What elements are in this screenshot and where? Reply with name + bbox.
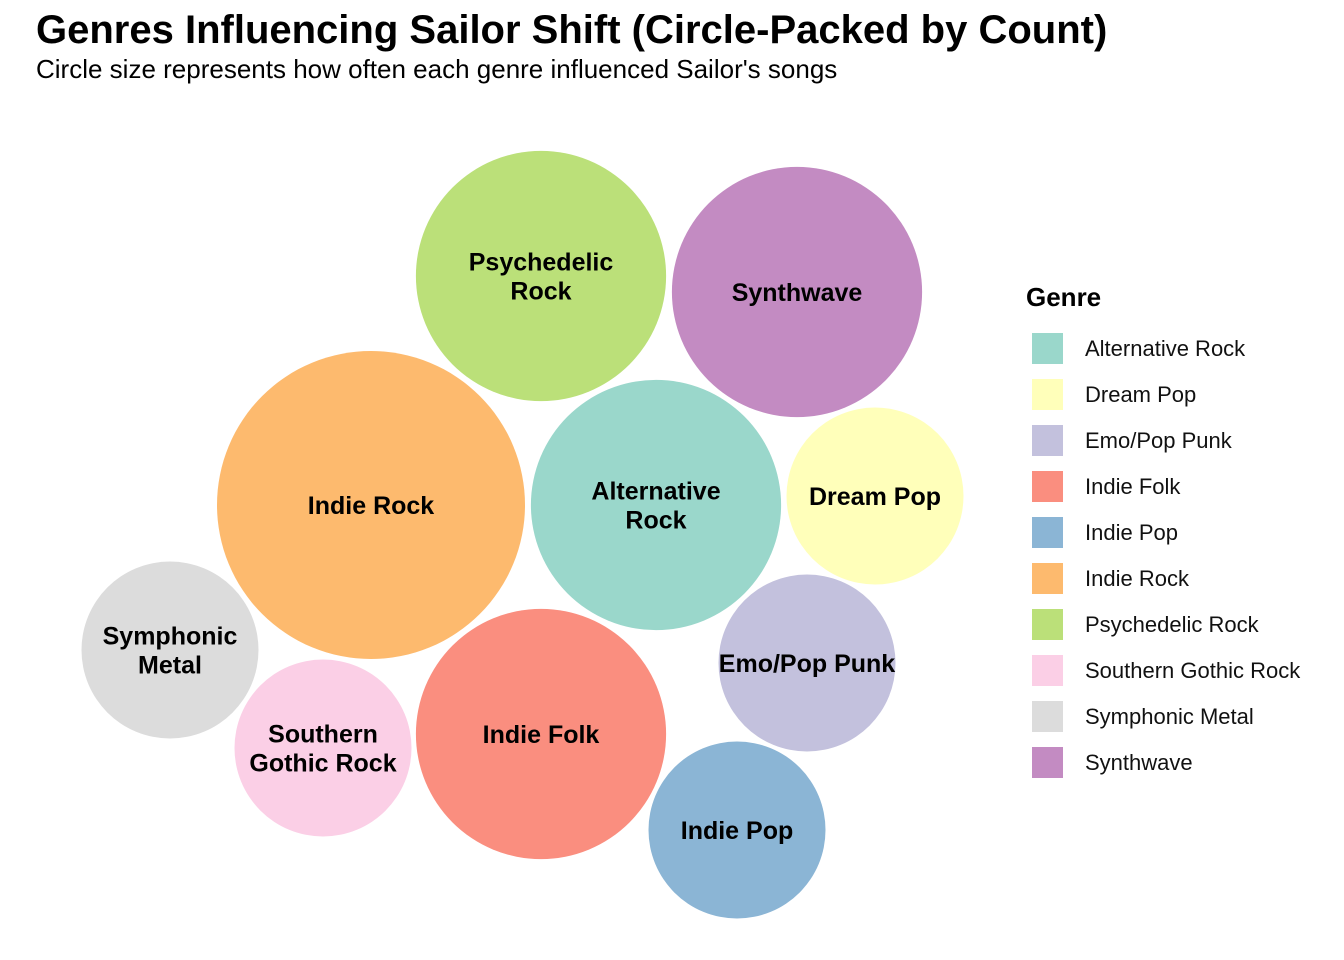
bubble-label: Rock	[625, 507, 686, 535]
bubble-label: Indie Folk	[483, 721, 600, 749]
bubble-label: Dream Pop	[809, 483, 941, 511]
legend-label: Southern Gothic Rock	[1085, 658, 1301, 683]
legend-swatch	[1032, 747, 1063, 778]
legend-title: Genre	[1026, 282, 1102, 312]
legend-item: Indie Folk	[1026, 471, 1180, 517]
legend-item: Dream Pop	[1026, 379, 1196, 425]
bubble-circle	[530, 379, 782, 631]
bubble-label: Indie Pop	[681, 817, 794, 845]
bubble-label: Metal	[138, 652, 202, 680]
legend-label: Indie Pop	[1085, 520, 1178, 545]
legend-swatch	[1032, 701, 1063, 732]
bubble-indie-folk: Indie Folk	[415, 608, 667, 860]
bubble-label: Symphonic	[103, 623, 238, 651]
legend-item: Indie Rock	[1026, 563, 1189, 609]
bubble-label: Emo/Pop Punk	[719, 650, 896, 678]
legend-label: Indie Folk	[1085, 474, 1181, 499]
bubble-dream-pop: Dream Pop	[786, 407, 964, 585]
legend-item: Emo/Pop Punk	[1026, 425, 1232, 471]
bubble-circle	[786, 407, 964, 585]
bubble-circle	[81, 561, 259, 739]
legend-item: Indie Pop	[1026, 517, 1178, 563]
bubble-label: Indie Rock	[308, 492, 435, 520]
bubble-label: Rock	[510, 278, 571, 306]
legend-swatch	[1032, 379, 1063, 410]
legend-swatch	[1032, 517, 1063, 548]
legend-swatch	[1032, 425, 1063, 456]
bubble-label: Psychedelic	[469, 249, 614, 277]
legend-label: Emo/Pop Punk	[1085, 428, 1232, 453]
bubble-emo-pop-punk: Emo/Pop Punk	[718, 574, 896, 752]
legend-label: Dream Pop	[1085, 382, 1197, 407]
legend-label: Synthwave	[1085, 750, 1193, 775]
legend-item: Synthwave	[1026, 747, 1193, 793]
bubble-synthwave: Synthwave	[671, 166, 923, 418]
legend-swatch	[1032, 471, 1063, 502]
legend-items: Alternative Rock Dream Pop Emo/Pop Punk Ind…	[1026, 333, 1300, 793]
bubble-circle	[718, 574, 896, 752]
bubble-circle	[648, 741, 826, 919]
chart-title: Genres Influencing Sailor Shift (Circle-…	[36, 8, 1108, 52]
bubble-circle	[415, 150, 667, 402]
bubble-circle	[671, 166, 923, 418]
chart-subtitle: Circle size represents how often each ge…	[36, 54, 838, 84]
legend-label: Psychedelic Rock	[1085, 612, 1259, 637]
legend-item: Psychedelic Rock	[1026, 609, 1259, 655]
legend-item: Symphonic Metal	[1026, 701, 1254, 747]
bubble-indie-rock: Indie Rock	[217, 351, 525, 659]
bubble-circle	[415, 608, 667, 860]
bubble-label: Gothic Rock	[249, 750, 396, 778]
bubble-label: Alternative	[591, 478, 720, 506]
legend-swatch	[1032, 655, 1063, 686]
legend-swatch	[1032, 333, 1063, 364]
legend-item: Southern Gothic Rock	[1026, 655, 1300, 701]
legend-label: Alternative Rock	[1085, 336, 1246, 361]
legend-label: Indie Rock	[1085, 566, 1189, 591]
bubble-circle	[217, 351, 525, 659]
bubble-label: Synthwave	[732, 279, 863, 307]
bubble-circle	[234, 659, 412, 837]
bubble-indie-pop: Indie Pop	[648, 741, 826, 919]
legend-swatch	[1032, 563, 1063, 594]
legend-swatch	[1032, 609, 1063, 640]
legend-label: Symphonic Metal	[1085, 704, 1254, 729]
bubble-label: Southern	[268, 721, 378, 749]
legend-item: Alternative Rock	[1026, 333, 1245, 379]
bubble-plot: Indie RockAlternativeRockPsychedelicRock…	[81, 150, 964, 919]
legend: Genre Alternative Rock Dream Pop Emo/Pop P…	[1026, 282, 1300, 793]
